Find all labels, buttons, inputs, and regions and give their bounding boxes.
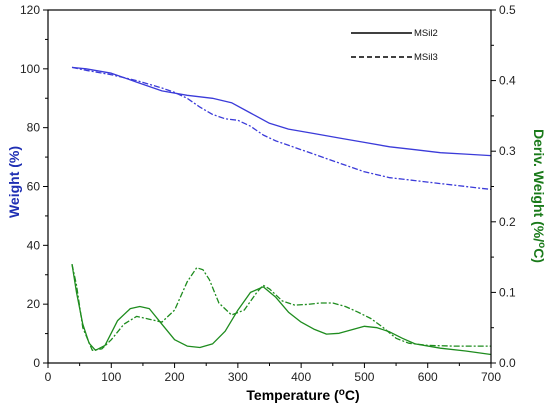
- x-tick-label: 0: [45, 370, 52, 384]
- legend-label-msil3: MSil3: [414, 52, 438, 63]
- y-left-tick-label: 100: [20, 62, 40, 76]
- x-tick-label: 400: [291, 370, 311, 384]
- plot-lines: [71, 66, 492, 356]
- y-left-tick-label: 80: [27, 121, 41, 135]
- legend: MSil2 MSil3: [351, 28, 438, 63]
- series-derivative-msil3: [71, 264, 491, 351]
- legend-label-msil2: MSil2: [414, 28, 438, 39]
- y-axis-left-title: Weight (%): [6, 146, 22, 218]
- y-right-tick-label: 0.3: [499, 144, 516, 158]
- x-tick-label: 500: [354, 370, 374, 384]
- y-right-tick-label: 0.2: [499, 215, 516, 229]
- y-left-tick-label: 0: [33, 356, 40, 370]
- y-right-tick-label: 0.1: [499, 285, 516, 299]
- y-left-tick-label: 40: [27, 238, 41, 252]
- y-axis-right-title: Deriv. Weight (%/oC): [531, 129, 547, 263]
- series-weight-msil2: [71, 66, 492, 157]
- x-tick-label: 100: [101, 370, 121, 384]
- y-left-tick-label: 120: [20, 3, 40, 17]
- x-tick-label: 200: [165, 370, 185, 384]
- x-tick-label: 700: [481, 370, 501, 384]
- x-axis-title: Temperature (oC): [246, 387, 359, 403]
- y-right-tick-label: 0.5: [499, 3, 516, 17]
- axes: 0 100 200 300 400 500 600 700 0 20 40 60 80 100 120 0.0…: [20, 3, 516, 384]
- y-left-tick-label: 60: [27, 180, 41, 194]
- y-left-tick-label: 20: [27, 297, 41, 311]
- y-right-tick-label: 0.0: [499, 356, 516, 370]
- y-right-tick-label: 0.4: [499, 74, 516, 88]
- x-tick-label: 300: [228, 370, 248, 384]
- series-weight-msil3: [71, 66, 492, 191]
- x-tick-label: 600: [418, 370, 438, 384]
- series-derivative-msil2: [71, 264, 492, 356]
